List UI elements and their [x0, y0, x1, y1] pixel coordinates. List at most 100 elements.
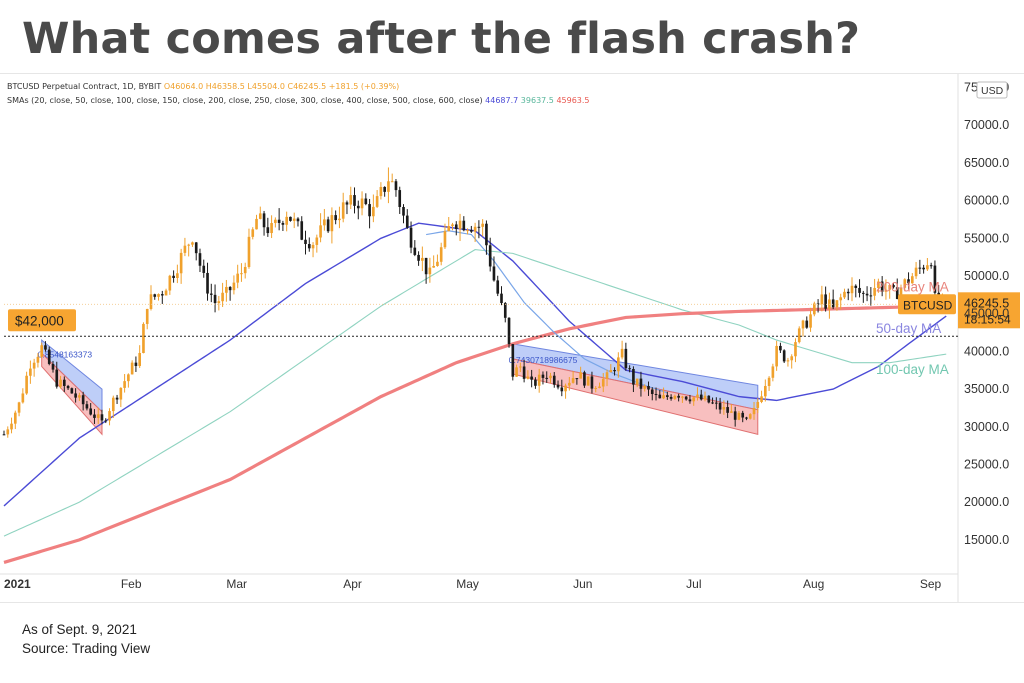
candles: [2, 167, 948, 438]
price-tag: [958, 292, 1020, 329]
candle-up: [240, 273, 243, 275]
candle-down: [503, 303, 507, 318]
candle-down: [492, 266, 496, 281]
candle-down: [477, 226, 481, 228]
candle-up: [157, 294, 160, 297]
candle-down: [424, 257, 428, 275]
candle-up: [673, 395, 677, 399]
candle-up: [183, 245, 187, 253]
candle-down: [541, 374, 545, 378]
candle-down: [85, 404, 89, 409]
candle-up: [21, 393, 25, 403]
overlays: $42,000 BTCUSD 46245.5 18:15:54 200-day MA 50…: [4, 279, 1020, 377]
candle-down: [334, 215, 337, 221]
candle-up: [330, 215, 334, 232]
symbol-tag: [898, 294, 956, 315]
candle-up: [730, 411, 733, 413]
candle-down: [733, 411, 737, 420]
candle-down: [402, 206, 405, 216]
candle-down: [93, 414, 96, 418]
candle-up: [794, 342, 797, 357]
candle-down: [654, 394, 658, 396]
candle-up: [451, 224, 454, 227]
candle-up: [255, 218, 258, 230]
candle-up: [903, 279, 907, 288]
candle-down: [511, 344, 515, 377]
candle-up: [526, 376, 530, 379]
candle-down: [134, 362, 138, 366]
candle-down: [530, 376, 533, 380]
price-tag-countdown: 18:15:54: [964, 312, 1011, 326]
candle-up: [797, 328, 801, 343]
candle-up: [217, 301, 221, 304]
candle-up: [820, 294, 824, 305]
candle-down: [854, 285, 858, 288]
candle-up: [251, 229, 255, 237]
candle-up: [436, 261, 439, 266]
candle-up: [149, 294, 153, 309]
candle-down: [895, 287, 899, 299]
candle-up: [681, 396, 684, 398]
candle-up: [756, 401, 760, 408]
candle-up: [270, 223, 273, 234]
candle-down: [880, 281, 884, 292]
candle-down: [865, 293, 869, 296]
ma-annotation: 200-day MA: [876, 279, 949, 294]
candle-up: [40, 345, 44, 357]
chart-legend: BTCUSD Perpetual Contract, 1D, BYBIT O46…: [7, 80, 590, 108]
sma-value-1: 44687.7: [485, 96, 519, 105]
candle-up: [515, 367, 518, 377]
candle-up: [764, 386, 767, 397]
x-tick-label: Jul: [686, 577, 701, 591]
candle-down: [405, 215, 409, 228]
candle-up: [549, 375, 552, 379]
candle-down: [454, 224, 458, 230]
candle-down: [115, 397, 119, 400]
candle-down: [44, 345, 47, 350]
candle-up: [537, 374, 541, 386]
candle-up: [127, 374, 130, 382]
candle-down: [394, 181, 398, 191]
candle-up: [36, 356, 40, 363]
candle-up: [111, 397, 115, 412]
price-tag-value: 46245.5: [964, 296, 1009, 310]
candle-up: [692, 397, 696, 402]
candle-down: [356, 205, 360, 209]
price-chart[interactable]: 0.8548163373 0.7430718986675 $42,000 BTCUS…: [0, 74, 1024, 602]
candle-down: [782, 350, 786, 362]
candle-up: [884, 289, 888, 292]
candle-down: [368, 204, 371, 217]
y-tick-label: 20000.0: [964, 495, 1009, 509]
chart-area[interactable]: 0.8548163373 0.7430718986675 $42,000 BTCUS…: [0, 73, 1024, 603]
candle-up: [428, 267, 432, 275]
candle-down: [560, 387, 564, 392]
candle-down: [711, 402, 714, 404]
candle-down: [628, 368, 631, 370]
open-value: O46064.0: [163, 82, 204, 91]
candle-down: [2, 434, 6, 436]
candle-down: [632, 368, 635, 385]
candle-down: [922, 267, 925, 270]
x-tick-label: 2021: [4, 577, 31, 591]
candle-up: [568, 382, 571, 386]
candle-up: [247, 236, 251, 267]
candle-up: [390, 181, 394, 183]
symbol-line: BTCUSD Perpetual Contract, 1D, BYBIT: [7, 82, 162, 91]
candle-down: [575, 378, 579, 380]
candle-up: [760, 396, 763, 402]
sma-value-3: 45963.5: [556, 96, 590, 105]
candle-up: [899, 287, 903, 299]
candle-down: [831, 299, 835, 308]
candle-up: [17, 402, 21, 413]
x-tick-label: Feb: [121, 577, 142, 591]
candle-down: [488, 245, 492, 267]
candle-up: [78, 395, 81, 398]
y-tick-label: 45000.0: [964, 307, 1009, 321]
candle-up: [598, 386, 601, 389]
candle-up: [809, 314, 812, 328]
x-axis: 2021 Feb Mar Apr May Jun Jul Aug Sep: [4, 577, 942, 591]
candle-up: [432, 265, 435, 268]
candle-up: [108, 411, 111, 421]
y-tick-label: 55000.0: [964, 231, 1009, 245]
high-value: H46358.5: [205, 82, 245, 91]
